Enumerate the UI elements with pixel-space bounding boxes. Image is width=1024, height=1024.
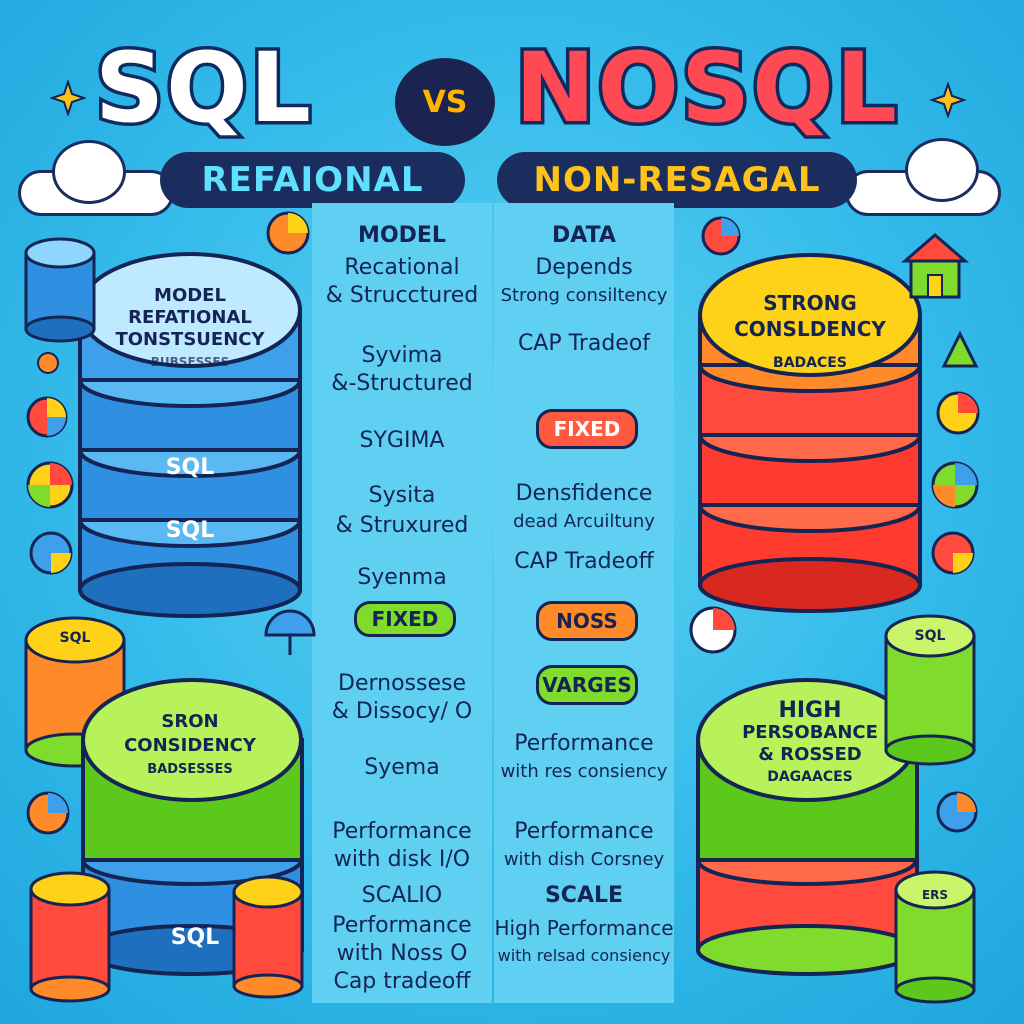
col-text: Performance	[514, 731, 654, 756]
small-green-database-icon	[894, 870, 976, 1004]
pie-icon	[26, 461, 74, 509]
label-line: TONSTSUENCY	[115, 329, 265, 350]
nosql-title: NOSQL	[512, 32, 901, 144]
pie-icon	[701, 216, 741, 256]
col-text: Densfidence	[515, 481, 653, 506]
col-text: SCALIO	[361, 883, 443, 908]
col-text: Syema	[364, 755, 440, 780]
sparkle-right-icon	[930, 82, 966, 118]
noss-chip: NOSS	[536, 601, 638, 641]
label-line: BADSESSES	[147, 762, 233, 777]
col-text: Cap tradeoff	[333, 969, 471, 994]
small-ers-label: ERS	[921, 888, 949, 902]
pie-icon	[931, 461, 979, 509]
col-text: CAP Tradeoff	[514, 549, 654, 574]
label-line: PERSOBANCE	[742, 722, 878, 743]
label-line: REFATIONAL	[128, 307, 252, 328]
relational-pill: REFAIONAL	[160, 152, 465, 208]
col-text: & Dissocy/ O	[331, 699, 473, 724]
dot-icon	[37, 352, 59, 374]
nosql-disk-label: STRONG CONSLDENCY BADACES	[715, 290, 905, 376]
sql-band-label: SQL	[165, 518, 215, 543]
small-green-database-icon	[884, 614, 976, 766]
col-text: with dish Corsney	[503, 849, 665, 870]
vs-badge: VS	[395, 58, 495, 146]
pie-icon	[936, 791, 978, 833]
col-text: Performance	[332, 913, 472, 938]
col-text: with disk I/O	[333, 847, 471, 872]
umbrella-icon	[264, 609, 316, 655]
label-line: CONSLDENCY	[734, 317, 886, 341]
sql-database-stack-icon	[78, 252, 302, 618]
pie-icon	[29, 531, 73, 575]
pie-icon	[936, 391, 980, 435]
label-line: HIGH	[778, 698, 842, 723]
pie-icon	[26, 791, 70, 835]
sql-band-label: SQL	[165, 455, 215, 480]
label-line: STRONG	[763, 291, 857, 315]
label-line: & ROSSED	[758, 744, 862, 765]
non-relational-pill: NON-RESAGAL	[497, 152, 857, 208]
green-database-icon	[81, 678, 304, 976]
cloud-left-puff-icon	[52, 140, 126, 204]
col-text: dead Arcuiltuny	[513, 511, 655, 532]
pie-icon	[931, 531, 975, 575]
label-line: BADACES	[773, 355, 847, 371]
col-text: Syenma	[357, 565, 447, 590]
col-text: & Strucctured	[325, 283, 479, 308]
col-text: CAP Tradeof	[517, 331, 651, 356]
col-text: with relsad consiency	[497, 946, 671, 965]
label-line: DAGAACES	[767, 769, 853, 785]
cloud-right-puff-icon	[905, 138, 979, 202]
col-text: SYGIMA	[359, 428, 445, 453]
label-line: CONSIDENCY	[124, 735, 256, 756]
small-sql-label-right: SQL	[914, 628, 946, 644]
sql-bottom-band-label: SQL	[170, 925, 220, 950]
col-text: with Noss O	[336, 941, 468, 966]
leaf-icon	[941, 330, 979, 368]
nosql-database-stack-icon	[698, 253, 922, 613]
small-red-database-icon	[29, 871, 111, 1003]
col-text: & Struxured	[335, 513, 469, 538]
col-text: Depends	[535, 255, 633, 280]
small-red-database-icon	[232, 875, 304, 999]
col-text: Performance	[514, 819, 654, 844]
pie-icon	[266, 211, 310, 255]
sparkle-left-icon	[50, 80, 86, 116]
col-text: SCALE	[544, 883, 624, 908]
green-database-icon	[696, 678, 919, 976]
small-database-icon	[24, 237, 96, 343]
house-icon	[900, 233, 970, 299]
green-disk-label-right: HIGH PERSOBANCE & ROSSED DAGAACES	[715, 700, 905, 788]
label-line: BUBSESSES	[150, 355, 230, 369]
sql-title: SQL	[92, 32, 315, 144]
pie-icon	[689, 606, 737, 654]
col-text: Recational	[344, 255, 460, 280]
nosql-column: DATA Depends Strong consiltency CAP Trad…	[494, 203, 674, 1003]
small-sql-label: SQL	[59, 630, 91, 646]
fixed-chip: FIXED	[536, 409, 638, 449]
pie-icon	[26, 396, 68, 438]
col-text: High Performance	[494, 916, 674, 940]
col-text: with res consiency	[500, 761, 668, 782]
col-text: Syvima	[361, 343, 443, 368]
col-text: MODEL	[358, 223, 446, 248]
col-text: Sysita	[368, 483, 436, 508]
col-text: Performance	[332, 819, 472, 844]
label-line: MODEL	[154, 285, 226, 306]
sql-column: MODEL Recational & Strucctured Syvima &-…	[312, 203, 492, 1003]
green-disk-label: SRON CONSIDENCY BADSESSES	[100, 710, 280, 782]
col-text: DATA	[552, 223, 616, 248]
col-text: &-Structured	[331, 371, 473, 396]
col-text: Dernossese	[338, 671, 466, 696]
sql-disk-label: MODEL REFATIONAL TONSTSUENCY BUBSESSES	[95, 285, 285, 373]
label-line: SRON	[161, 711, 219, 732]
col-text: Strong consiltency	[500, 285, 668, 306]
fixed-chip: FIXED	[354, 601, 456, 637]
varges-chip: VARGES	[536, 665, 638, 705]
